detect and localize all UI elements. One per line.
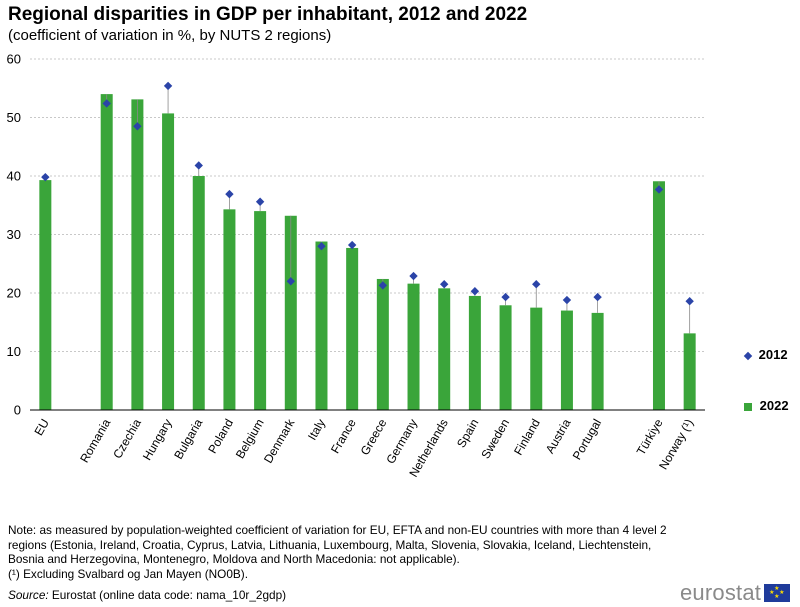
- x-tick-label: Bulgaria: [171, 416, 205, 461]
- marker-2012: [255, 197, 265, 206]
- bar-2022: [407, 283, 420, 410]
- bar-2022: [162, 113, 175, 410]
- bar-2022: [652, 181, 665, 410]
- x-tick-label: Romania: [77, 416, 113, 465]
- x-tick-label: Türkiye: [634, 416, 666, 457]
- bar-2022: [468, 295, 481, 410]
- source-label: Source:: [8, 588, 49, 602]
- y-tick-label: 40: [7, 169, 21, 184]
- x-tick-label: Belgium: [233, 417, 267, 462]
- x-tick-label: Portugal: [570, 417, 604, 463]
- x-tick-label: Finland: [511, 417, 543, 458]
- note-text: Note: as measured by population-weighted…: [8, 523, 667, 566]
- marker-2012: [532, 280, 541, 289]
- chart-title: Regional disparities in GDP per inhabita…: [8, 4, 528, 25]
- source-text: Eurostat (online data code: nama_10r_2gd…: [48, 588, 287, 602]
- marker-2012: [470, 287, 480, 296]
- x-tick-label: Spain: [454, 417, 481, 451]
- chart-notes: Note: as measured by population-weighted…: [8, 523, 668, 581]
- legend-item-2022: 2022: [744, 398, 789, 413]
- square-bar-icon: [744, 402, 752, 411]
- x-tick-label: Italy: [305, 417, 328, 443]
- bar-2022: [315, 241, 328, 410]
- marker-2012: [163, 81, 173, 91]
- marker-2012: [654, 185, 664, 194]
- source-line: Source: Eurostat (online data code: nama…: [8, 588, 286, 602]
- x-tick-label: Czechia: [110, 416, 144, 461]
- bar-2022: [499, 305, 512, 410]
- marker-2012: [440, 280, 449, 289]
- bar-2022: [346, 247, 359, 410]
- eurostat-logo: eurostat ★ ★ ★ ★: [680, 580, 791, 606]
- bar-2022: [192, 176, 205, 410]
- x-tick-label: Austria: [543, 416, 574, 456]
- x-tick-label: France: [328, 416, 359, 456]
- legend-label-2012: 2012: [758, 347, 788, 362]
- marker-2012: [317, 242, 326, 251]
- y-tick-label: 60: [7, 52, 21, 67]
- x-tick-label: Denmark: [261, 416, 298, 466]
- bar-chart: 0 10 20 30 40 50 60 EU RomaniaCzechiaHungaryBulg…: [7, 52, 705, 480]
- y-tick-label: 50: [7, 110, 21, 125]
- bar-2022: [131, 99, 144, 411]
- bar-2022: [223, 209, 236, 410]
- footnote-text: (¹) Excluding Svalbard og Jan Mayen (NO0…: [8, 566, 248, 581]
- bar-2022: [100, 94, 113, 410]
- x-tick-label: Hungary: [140, 417, 175, 463]
- x-tick-label: EU: [31, 417, 51, 438]
- bar-2022: [376, 278, 389, 410]
- bar-2022: [284, 215, 297, 410]
- bar-2022: [591, 312, 604, 410]
- marker-2012: [194, 161, 203, 170]
- chart-subtitle: (coefficient of variation in %, by NUTS …: [8, 27, 332, 44]
- marker-2012: [286, 277, 295, 286]
- y-tick-label: 20: [7, 286, 21, 301]
- x-tick-label: Poland: [205, 417, 236, 456]
- marker-2012: [685, 296, 694, 306]
- marker-2012: [378, 281, 388, 290]
- bar-2022: [530, 307, 543, 410]
- marker-2012: [409, 271, 418, 281]
- bar-2022: [560, 310, 573, 410]
- x-tick-label: Greece: [358, 416, 390, 457]
- marker-2012: [133, 122, 142, 131]
- y-tick-label: 30: [7, 227, 21, 242]
- bar-2022: [683, 333, 696, 410]
- legend-label-2022: 2022: [759, 398, 789, 413]
- marker-2012: [347, 240, 357, 250]
- diamond-marker-icon: [743, 351, 753, 360]
- x-tick-label: Sweden: [478, 417, 512, 462]
- marker-2012: [593, 292, 602, 302]
- legend-item-2012: 2012: [743, 347, 788, 362]
- y-tick-label: 0: [14, 403, 21, 418]
- logo-text: eurostat: [680, 580, 762, 605]
- bar-2022: [438, 288, 451, 410]
- eu-flag-icon: ★ ★ ★ ★: [764, 584, 791, 602]
- marker-2012: [41, 172, 50, 182]
- marker-2012: [501, 292, 510, 302]
- bar-2022: [254, 211, 267, 410]
- marker-2012: [225, 189, 234, 199]
- marker-2012: [102, 99, 111, 108]
- y-tick-label: 10: [7, 344, 21, 359]
- bar-2022: [39, 180, 52, 410]
- marker-2012: [562, 295, 572, 305]
